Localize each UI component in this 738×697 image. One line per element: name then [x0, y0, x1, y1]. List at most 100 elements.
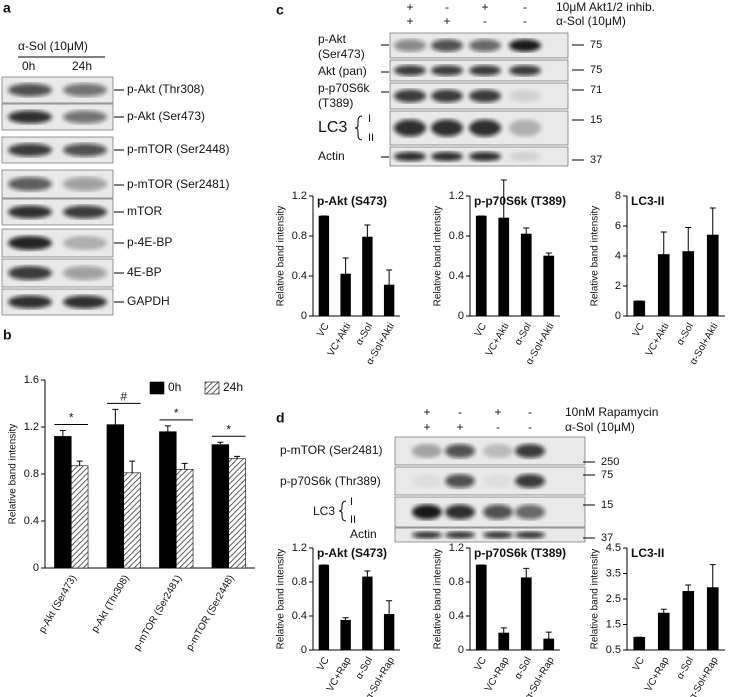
band-label: LC3 — [318, 119, 347, 136]
blot-band — [8, 236, 52, 250]
blot-band — [431, 151, 463, 162]
x-tick-label: VC — [631, 655, 647, 673]
column: 24h — [72, 59, 92, 73]
blot-band — [63, 205, 107, 219]
chart-title: LC3-II — [631, 546, 664, 560]
blot-band — [394, 151, 426, 162]
blot-band — [509, 65, 541, 76]
blot-band — [515, 504, 545, 520]
bar — [498, 217, 510, 317]
blot-band — [394, 119, 426, 137]
blot-band — [431, 89, 463, 103]
y-tick-label: 0.4 — [24, 515, 39, 527]
marker: 37 — [590, 154, 602, 166]
blot-band — [394, 65, 426, 76]
bar — [543, 638, 555, 651]
brace — [354, 115, 363, 141]
band-label: mTOR — [127, 204, 162, 218]
bar — [475, 215, 487, 317]
error-bar — [76, 460, 83, 466]
y-tick-label: 0.8 — [292, 230, 307, 242]
y-axis-label: Relative band intensity — [8, 424, 19, 525]
blot-band — [63, 266, 107, 280]
x-tick-label: VC — [631, 321, 647, 339]
annotation: * — [174, 406, 179, 420]
y-tick-label: 2.5 — [606, 593, 621, 605]
error-bar — [59, 430, 66, 437]
charts: 0 0.4 0.8 1.2 1.6 Relative band intensity p-Ak… — [8, 179, 725, 697]
error-bar — [685, 584, 692, 592]
band-label: p-p70S6k — [318, 81, 370, 95]
bar — [211, 444, 230, 569]
bar — [475, 564, 487, 651]
y-tick-label: 1.2 — [292, 542, 307, 554]
blot-band — [63, 143, 107, 157]
blot-band — [469, 39, 501, 52]
x-tick-label: p-Akt (Ser473) — [37, 573, 79, 635]
header: α-Sol (10μM) — [18, 39, 88, 53]
y-tick-label: 8 — [615, 190, 621, 202]
bar — [657, 612, 670, 651]
sign: - — [523, 0, 527, 14]
bar — [340, 619, 351, 651]
error-bar — [364, 570, 371, 577]
annotation: * — [69, 411, 74, 425]
bar — [123, 472, 141, 569]
band-label: p-mTOR (Ser2448) — [127, 142, 229, 156]
blot-band — [469, 151, 501, 162]
legend-swatch — [204, 381, 220, 395]
y-axis-label: Relative band intensity — [590, 549, 601, 650]
chart-title: p-p70S6k (T389) — [474, 194, 566, 208]
band-label: (Ser473) — [318, 47, 365, 61]
bar — [682, 251, 695, 317]
y-tick-label: 1.2 — [292, 190, 307, 202]
band-label: p-mTOR (Ser2481) — [127, 177, 229, 191]
blot-band — [445, 504, 475, 520]
error-bar — [709, 564, 716, 588]
error-bar — [342, 257, 349, 274]
y-tick-label: 0 — [301, 644, 307, 656]
band-label: II — [350, 514, 356, 526]
bar — [706, 234, 719, 317]
blots — [1, 32, 595, 543]
blot-band — [515, 474, 545, 488]
band-label: p-Akt (Thr308) — [127, 82, 204, 96]
bar — [498, 632, 510, 651]
blot-band — [412, 444, 442, 458]
chart-title: p-p70S6k (T389) — [474, 546, 566, 560]
bar — [362, 236, 373, 317]
blot-band — [8, 110, 52, 124]
column: 0h — [22, 59, 35, 73]
sign: - — [496, 420, 500, 434]
y-tick-label: 0.4 — [449, 270, 464, 282]
band-label: Akt (pan) — [318, 64, 367, 78]
sign: - — [528, 420, 532, 434]
sign: + — [423, 420, 430, 434]
sign: + — [423, 405, 430, 419]
blot-band — [394, 39, 426, 52]
y-tick-label: 1.2 — [24, 421, 39, 433]
error-bar — [386, 600, 393, 615]
sign: - — [483, 14, 487, 28]
panel-label: b — [3, 327, 12, 343]
bar — [657, 254, 670, 317]
y-tick-label: 3.5 — [606, 567, 621, 579]
band-label: 4E-BP — [127, 265, 162, 279]
marker: 75 — [590, 64, 602, 76]
y-axis-label: Relative band intensity — [433, 206, 444, 307]
bar — [54, 436, 72, 569]
bar — [682, 591, 695, 651]
sign: - — [458, 405, 462, 419]
y-tick-label: 1.2 — [449, 542, 464, 554]
y-tick-label: 0.5 — [606, 644, 621, 656]
blot-band — [509, 89, 541, 103]
error-bar — [709, 207, 716, 235]
x-tick-label: VC — [315, 655, 331, 673]
bar — [340, 273, 351, 317]
y-axis-label: Relative band intensity — [590, 206, 601, 307]
legend-swatch — [149, 381, 165, 395]
blot-band — [63, 295, 107, 309]
y-tick-label: 0 — [33, 562, 39, 574]
y-tick-label: 1.6 — [24, 374, 39, 386]
